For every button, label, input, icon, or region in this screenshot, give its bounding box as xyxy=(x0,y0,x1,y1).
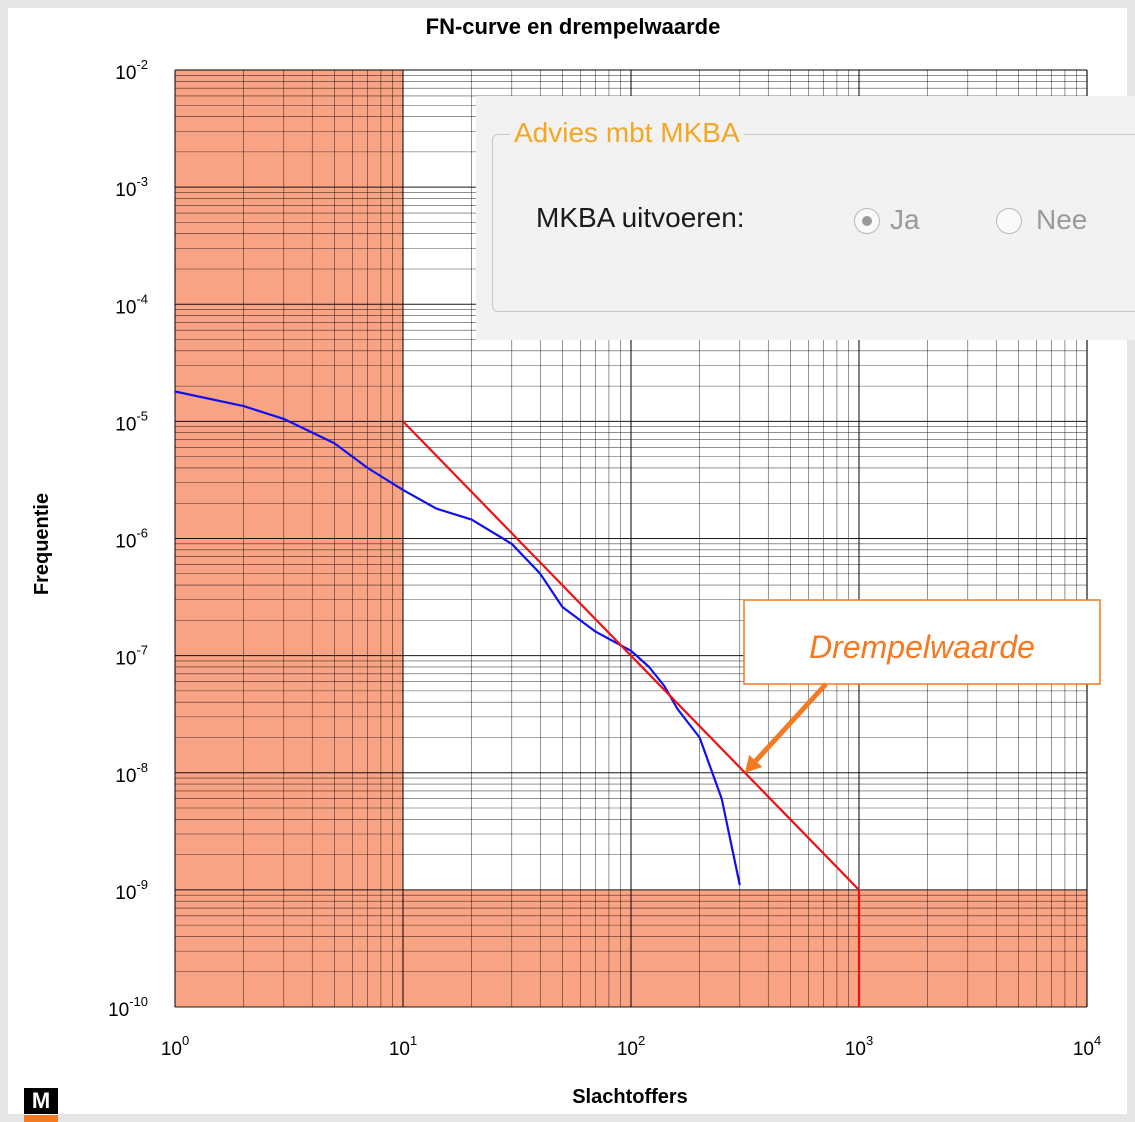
threshold-annotation: Drempelwaarde xyxy=(743,599,1101,773)
x-axis-title: Slachtoffers xyxy=(572,1086,688,1108)
fn-chart: 100 101 102 103 104 10-2 10-3 10-4 10-5 10-6 10-7… xyxy=(31,14,1101,1108)
series-lines xyxy=(174,390,861,1007)
annotation-arrow-shaft xyxy=(753,682,828,763)
mkba-label: MKBA uitvoeren: xyxy=(536,202,745,233)
y-tick-label: 10-3 xyxy=(115,174,148,201)
y-tick-label: 10-6 xyxy=(115,526,148,553)
radio-ja-label: Ja xyxy=(890,204,920,235)
x-tick-label: 100 xyxy=(161,1033,189,1060)
advice-panel: Advies mbt MKBA MKBA uitvoeren: Ja Nee xyxy=(476,96,1135,340)
x-tick-labels: 100 101 102 103 104 xyxy=(161,1033,1101,1060)
annotation-text: Drempelwaarde xyxy=(809,629,1035,665)
x-tick-label: 104 xyxy=(1073,1033,1101,1060)
logo-accent-bar xyxy=(24,1115,58,1122)
logo: M xyxy=(24,1088,58,1122)
x-tick-label: 102 xyxy=(617,1033,645,1060)
logo-letter: M xyxy=(24,1088,58,1114)
advice-fieldset xyxy=(492,134,1135,312)
y-tick-label: 10-8 xyxy=(115,760,148,787)
chart-title: FN-curve en drempelwaarde xyxy=(426,14,721,39)
figure-frame: 100 101 102 103 104 10-2 10-3 10-4 10-5 10-6 10-7… xyxy=(8,8,1135,1114)
y-tick-label: 10-9 xyxy=(115,877,148,904)
radio-nee-label: Nee xyxy=(1036,204,1088,235)
radio-ja-dot xyxy=(862,216,872,226)
grid-lines xyxy=(174,69,1088,1008)
advice-legend: Advies mbt MKBA xyxy=(510,117,744,149)
y-axis-title: Frequentie xyxy=(31,493,53,595)
series-line-1 xyxy=(402,420,861,1007)
y-tick-label: 10-7 xyxy=(115,643,148,670)
y-tick-label: 10-4 xyxy=(115,291,148,318)
y-tick-label: 10-5 xyxy=(115,408,148,435)
radio-ja[interactable] xyxy=(854,208,880,234)
x-tick-label: 103 xyxy=(845,1033,873,1060)
annotation-arrow-head xyxy=(744,754,763,773)
y-tick-label: 10-10 xyxy=(108,994,148,1021)
shaded-region-1 xyxy=(403,889,1087,1007)
y-tick-label: 10-2 xyxy=(115,57,148,84)
x-tick-label: 101 xyxy=(389,1033,417,1060)
y-tick-labels: 10-2 10-3 10-4 10-5 10-6 10-7 10-8 10-9 10-10 xyxy=(108,57,148,1021)
radio-nee[interactable] xyxy=(996,208,1022,234)
annotation-box xyxy=(743,599,1101,685)
series-line-0 xyxy=(174,390,741,886)
